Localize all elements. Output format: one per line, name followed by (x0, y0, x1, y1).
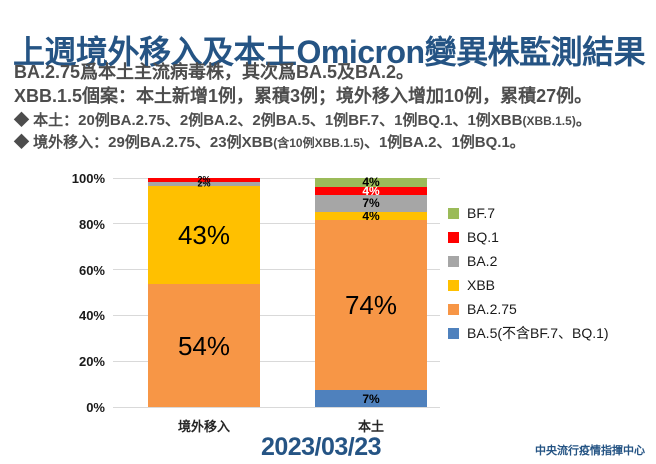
legend-swatch-icon (448, 207, 459, 219)
legend-swatch-icon (448, 327, 459, 339)
gridline-80% (113, 223, 440, 225)
bar-segment-XBB: 43% (148, 186, 260, 284)
bullet-imported-breakdown: ◆ 境外移入：29例BA.2.75、23例XBB(含10例XBB.1.5)、1例… (14, 131, 654, 152)
chart-date-label: 2023/03/23 (260, 433, 382, 461)
category-label-本土: 本土 (357, 419, 384, 434)
segment-value-label: 7% (362, 391, 380, 406)
bar-segment-BA.5(不含BF.7、BQ.1): 7% (315, 390, 427, 407)
bar-segment-BA.2.75: 74% (315, 220, 427, 391)
legend-swatch-icon (448, 231, 459, 243)
legend-item-BA.2.75: BA.2.75 (448, 297, 609, 321)
gridline-20% (113, 360, 440, 362)
legend-label: BA.2.75 (467, 301, 517, 317)
legend-label: BA.2 (467, 253, 498, 269)
legend-label: BQ.1 (467, 229, 499, 245)
y-tick-label-60%: 60% (78, 262, 105, 278)
gridline-60% (113, 269, 440, 271)
summary-line-1: BA.2.75爲本土主流病毒株，其次爲BA.5及BA.2。 (14, 62, 415, 82)
bar-segment-BQ.1: 4% (315, 183, 427, 198)
legend-swatch-icon (448, 255, 459, 267)
y-tick-label-40%: 40% (78, 308, 105, 324)
y-tick-label-0%: 0% (86, 400, 105, 415)
gridline-0% (113, 406, 440, 408)
gridline-40% (113, 314, 440, 316)
y-tick-label-20%: 20% (78, 354, 105, 370)
segment-value-label: 4% (362, 175, 380, 190)
legend-item-BA.2: BA.2 (448, 249, 609, 273)
legend-swatch-icon (448, 303, 459, 315)
legend-label: BA.5(不含BF.7、BQ.1) (467, 325, 609, 341)
category-label-境外移入: 境外移入 (177, 419, 230, 434)
bar-segment-BF.7: 4% (315, 175, 427, 190)
bullet-2-run-1: ◆ 境外移入：29例BA.2.75、23例XBB (14, 134, 274, 151)
legend-label: BF.7 (467, 205, 496, 221)
bullet-1-run-2: (XBB.1.5) (522, 114, 576, 128)
bar-segment-BA.2: 7% (315, 195, 427, 212)
segment-value-label: 7% (362, 196, 380, 211)
segment-value-label: 74% (344, 290, 398, 321)
footer-organization: 中央流行疫情指揮中心 (535, 445, 645, 457)
summary-line-2: XBB.1.5個案：本土新增1例，累積3例；境外移入增加10例，累積27例。 (14, 86, 593, 106)
bullet-1-run-1: ◆ 本土：20例BA.2.75、2例BA.2、2例BA.5、1例BF.7、1例B… (14, 112, 523, 129)
gridline-100% (113, 177, 440, 179)
y-tick-label-80%: 80% (78, 216, 105, 232)
bar-segment-BQ.1: 2% (148, 174, 260, 185)
segment-value-label: 2% (197, 178, 211, 189)
legend-label: XBB (467, 277, 496, 293)
bullet-2-run-3: 、1例BA.2、1例BQ.1。 (363, 134, 525, 151)
legend-swatch-icon (448, 279, 459, 291)
segment-value-label: 2% (197, 174, 211, 185)
legend-item-BA.5(不含BF.7、BQ.1): BA.5(不含BF.7、BQ.1) (448, 321, 609, 345)
y-tick-label-100%: 100% (71, 171, 105, 186)
segment-value-label: 43% (177, 220, 231, 251)
legend-item-BQ.1: BQ.1 (448, 225, 609, 249)
page-title: 上週境外移入及本土Omicron變異株監測結果 (13, 34, 646, 71)
bullet-local-breakdown: ◆ 本土：20例BA.2.75、2例BA.2、2例BA.5、1例BF.7、1例B… (14, 109, 654, 130)
segment-value-label: 54% (177, 330, 231, 361)
bullet-1-run-3: 。 (575, 112, 591, 129)
bar-segment-XBB: 4% (315, 209, 427, 224)
bar-境外移入: 54% 43% 2% 2% (148, 174, 260, 407)
chart-legend: BF.7 BQ.1 BA.2 XBB BA.2.75 BA.5(不含BF.7、BQ.1) (448, 201, 609, 345)
legend-item-BF.7: BF.7 (448, 201, 609, 225)
bar-segment-BA.2: 2% (148, 178, 260, 189)
stacked-bar-chart-plot-area: 0% 20% 40% 60% 80% 100% 54% 43% 2% 2% 7% 74% 4% 7% 4% 4… (72, 172, 440, 414)
bar-segment-BA.2.75: 54% (148, 284, 260, 407)
legend-item-XBB: XBB (448, 273, 609, 297)
segment-value-label: 4% (362, 209, 380, 224)
bar-本土: 7% 74% 4% 7% 4% 4% (315, 175, 427, 407)
segment-value-label: 4% (362, 183, 380, 198)
bullet-2-run-2: (含10例XBB.1.5) (273, 136, 364, 150)
